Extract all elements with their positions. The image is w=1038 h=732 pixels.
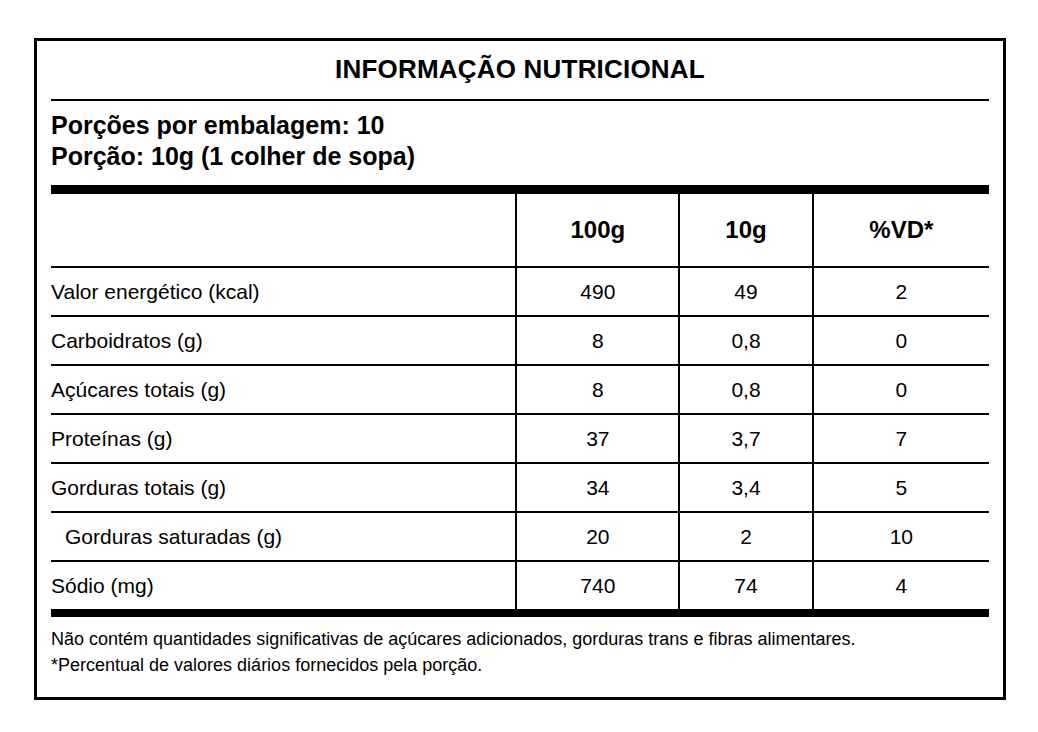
- footnote-daily-values: *Percentual de valores diários fornecido…: [51, 652, 989, 678]
- row-value-vd: 5: [813, 463, 989, 512]
- row-value-vd: 0: [813, 365, 989, 414]
- row-label: Açúcares totais (g): [51, 365, 516, 414]
- header-empty-cell: [51, 194, 516, 267]
- row-value-vd: 2: [813, 267, 989, 316]
- row-value-10g: 74: [679, 561, 812, 609]
- nutrition-label: INFORMAÇÃO NUTRICIONAL Porções por embal…: [34, 38, 1006, 700]
- row-value-10g: 0,8: [679, 365, 812, 414]
- row-value-100g: 34: [516, 463, 679, 512]
- footnotes: Não contém quantidades significativas de…: [51, 626, 989, 678]
- table-row: Gorduras totais (g) 34 3,4 5: [51, 463, 989, 512]
- table-row: Sódio (mg) 740 74 4: [51, 561, 989, 609]
- row-value-vd: 4: [813, 561, 989, 609]
- row-label: Carboidratos (g): [51, 316, 516, 365]
- footnote-no-significant-amounts: Não contém quantidades significativas de…: [51, 626, 989, 652]
- row-label: Valor energético (kcal): [51, 267, 516, 316]
- row-label: Gorduras totais (g): [51, 463, 516, 512]
- bottom-thick-divider: [51, 609, 989, 617]
- servings-per-package: Porções por embalagem: 10: [51, 110, 989, 141]
- table-row: Valor energético (kcal) 490 49 2: [51, 267, 989, 316]
- serving-size: Porção: 10g (1 colher de sopa): [51, 141, 989, 172]
- table-row: Proteínas (g) 37 3,7 7: [51, 414, 989, 463]
- row-value-10g: 3,4: [679, 463, 812, 512]
- page-title: INFORMAÇÃO NUTRICIONAL: [51, 53, 989, 85]
- top-thick-divider: [51, 185, 989, 194]
- row-value-100g: 490: [516, 267, 679, 316]
- row-value-10g: 3,7: [679, 414, 812, 463]
- header-10g: 10g: [679, 194, 812, 267]
- row-label: Proteínas (g): [51, 414, 516, 463]
- serving-info: Porções por embalagem: 10 Porção: 10g (1…: [51, 110, 989, 172]
- row-label: Sódio (mg): [51, 561, 516, 609]
- title-divider: [51, 99, 989, 101]
- row-value-10g: 49: [679, 267, 812, 316]
- table-row: Gorduras saturadas (g) 20 2 10: [51, 512, 989, 561]
- nutrition-table: 100g 10g %VD* Valor energético (kcal) 49…: [51, 194, 989, 609]
- row-value-vd: 7: [813, 414, 989, 463]
- header-vd: %VD*: [813, 194, 989, 267]
- row-value-vd: 10: [813, 512, 989, 561]
- row-value-100g: 20: [516, 512, 679, 561]
- row-value-100g: 740: [516, 561, 679, 609]
- row-value-vd: 0: [813, 316, 989, 365]
- row-value-100g: 8: [516, 316, 679, 365]
- row-value-100g: 8: [516, 365, 679, 414]
- row-label: Gorduras saturadas (g): [51, 512, 516, 561]
- row-value-10g: 2: [679, 512, 812, 561]
- table-header-row: 100g 10g %VD*: [51, 194, 989, 267]
- header-100g: 100g: [516, 194, 679, 267]
- table-row: Açúcares totais (g) 8 0,8 0: [51, 365, 989, 414]
- table-row: Carboidratos (g) 8 0,8 0: [51, 316, 989, 365]
- row-value-100g: 37: [516, 414, 679, 463]
- row-value-10g: 0,8: [679, 316, 812, 365]
